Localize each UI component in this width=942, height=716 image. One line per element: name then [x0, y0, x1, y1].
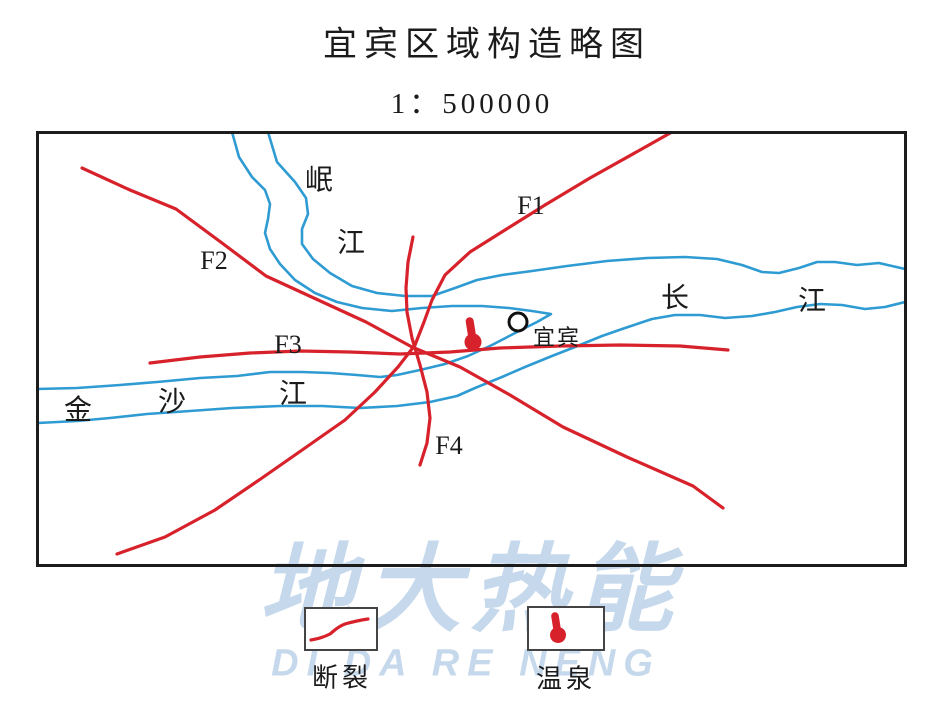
fault-f4-line — [404, 235, 432, 467]
jinsha-south-bank-yangtze-south-bank — [37, 300, 905, 425]
legend-fault-box — [304, 607, 378, 651]
page-title: 宜宾区域构造略图 — [323, 26, 651, 64]
label-min-river-char1: 岷 — [304, 165, 334, 196]
map-scale-text: 1：500000 — [390, 88, 554, 120]
city-label: 宜宾 — [532, 325, 582, 350]
city-marker-circle — [507, 311, 529, 333]
map-canvas — [37, 132, 905, 556]
fault-label-f1: F1 — [517, 191, 545, 220]
label-min-river-char2: 江 — [336, 228, 366, 259]
label-yangtze-char1: 长 — [660, 283, 690, 314]
label-jinsha-char3: 江 — [278, 379, 308, 410]
label-jinsha-char2: 沙 — [157, 387, 187, 418]
min-river-west-bank-jinsha-north-bank — [37, 132, 553, 391]
fault-f3-line — [148, 343, 730, 365]
fault-f2-line — [80, 166, 725, 510]
label-jinsha-char1: 金 — [63, 395, 93, 426]
hot-spring-icon — [464, 317, 482, 351]
legend-fault-label: 断裂 — [311, 663, 373, 693]
min-river-east-bank-yangtze-north-bank — [266, 132, 905, 298]
label-yangtze-char2: 江 — [797, 286, 827, 317]
fault-label-f2: F2 — [200, 246, 228, 275]
legend-spring-symbol — [550, 612, 566, 643]
fault-label-f3: F3 — [274, 330, 302, 359]
fault-f1-line — [115, 132, 674, 556]
legend-fault-symbol — [309, 617, 370, 642]
legend-spring-box — [527, 606, 605, 651]
fault-label-f4: F4 — [435, 431, 463, 460]
legend-spring-label: 温泉 — [535, 664, 597, 694]
